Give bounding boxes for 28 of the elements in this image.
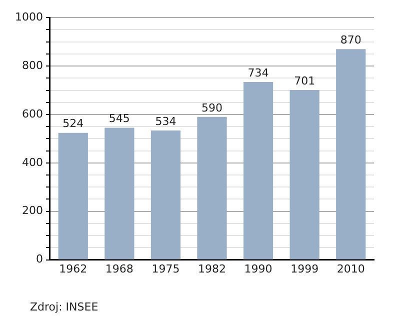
data-label: 870 (340, 33, 362, 46)
data-label: 524 (62, 117, 84, 130)
bar (197, 116, 227, 260)
bar (336, 49, 366, 260)
data-label: 590 (201, 101, 222, 114)
data-label: 701 (294, 74, 316, 88)
data-label: 734 (248, 66, 269, 80)
y-tick-label: 1000 (14, 10, 43, 24)
y-tick-label: 200 (22, 204, 43, 218)
data-label: 545 (108, 112, 130, 126)
bar (58, 132, 88, 260)
x-tick-label: 1982 (198, 262, 226, 276)
bar (104, 128, 134, 260)
bar (150, 130, 181, 260)
y-tick-label: 400 (22, 156, 43, 169)
bar (290, 90, 320, 260)
text: Zdroj: INSEE (30, 300, 98, 314)
data-label: 534 (155, 114, 176, 128)
x-tick-label: 2010 (336, 262, 365, 276)
y-tick-label: 0 (36, 252, 43, 266)
x-tick-label: 1975 (152, 262, 180, 276)
x-tick-label: 1968 (105, 262, 134, 276)
x-tick-label: 1962 (59, 262, 88, 276)
x-tick-label: 1990 (244, 262, 272, 276)
x-tick-label: 1999 (290, 262, 319, 276)
y-tick-label: 600 (22, 107, 43, 120)
y-tick-label: 800 (22, 58, 43, 72)
bar (243, 82, 274, 260)
